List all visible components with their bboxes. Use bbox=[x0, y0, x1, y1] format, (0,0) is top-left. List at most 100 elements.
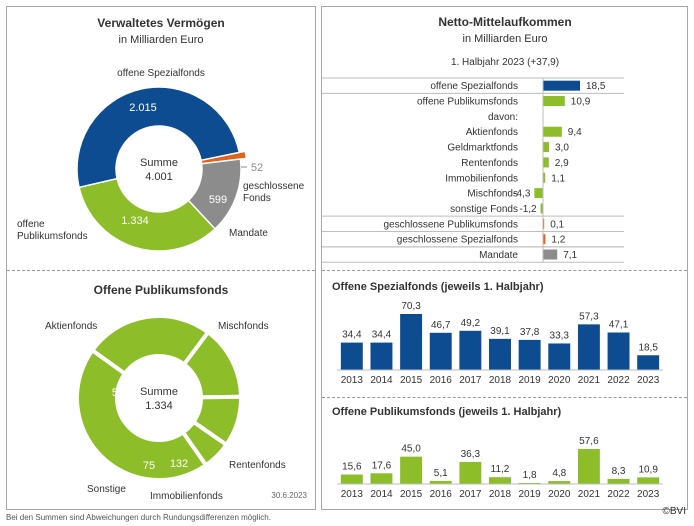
bar-value-label: -1,2 bbox=[519, 204, 537, 215]
x-tick-label: 2015 bbox=[400, 375, 423, 386]
right-charts: Netto-Mittelaufkommen in Milliarden Euro 1… bbox=[322, 15, 663, 500]
x-tick-label: 2017 bbox=[459, 489, 482, 500]
bar-2017 bbox=[459, 461, 482, 484]
slice-category-label: offene Spezialfonds bbox=[117, 68, 205, 79]
bar-sonstige-fonds bbox=[540, 203, 543, 214]
bar-2019 bbox=[518, 339, 541, 370]
x-tick-label: 2013 bbox=[341, 375, 364, 386]
row-label: Geldmarktfonds bbox=[447, 143, 518, 154]
x-tick-label: 2016 bbox=[430, 375, 453, 386]
slice-category-label: Sonstige bbox=[87, 484, 126, 495]
bar-value-label: 2,9 bbox=[555, 158, 569, 169]
row-label: Rentenfonds bbox=[461, 158, 518, 169]
bar-offene-publikumsfonds bbox=[543, 96, 565, 107]
bar-value-label: 10,9 bbox=[571, 97, 591, 108]
x-tick-label: 2018 bbox=[489, 375, 512, 386]
bar-2015 bbox=[400, 314, 423, 370]
footnote: Bei den Summen sind Abweichungen durch R… bbox=[6, 513, 271, 522]
bar-value-label: 17,6 bbox=[372, 460, 392, 471]
slice-value-label: 595 bbox=[112, 387, 130, 399]
row-label: offene Spezialfonds bbox=[430, 81, 518, 92]
bar-value-label: 5,1 bbox=[434, 468, 448, 479]
left-divider bbox=[7, 270, 315, 271]
chart-title: Offene Spezialfonds (jeweils 1. Halbjahr… bbox=[332, 281, 544, 293]
slice-value-label: 52 bbox=[251, 162, 263, 174]
right-panel: Netto-Mittelaufkommen in Milliarden Euro 1… bbox=[321, 6, 688, 510]
row-label: Mandate bbox=[479, 250, 518, 261]
bar-value-label: 47,1 bbox=[609, 319, 629, 330]
bar-2023 bbox=[637, 477, 660, 484]
x-tick-label: 2021 bbox=[578, 375, 601, 386]
x-tick-label: 2023 bbox=[637, 489, 660, 500]
slice-value-label: 599 bbox=[209, 194, 227, 206]
bar-value-label: 34,4 bbox=[372, 330, 392, 341]
bar-mandate bbox=[543, 249, 558, 260]
donut-center-value: 1.334 bbox=[145, 400, 173, 412]
slice-category-label: offene bbox=[17, 219, 45, 230]
x-tick-label: 2013 bbox=[341, 489, 364, 500]
donut-center-value: 4.001 bbox=[145, 171, 173, 183]
bar-geschlossene-spezialfonds bbox=[543, 234, 546, 245]
slice-value-label: 2.015 bbox=[129, 102, 157, 114]
date-label: 30.6.2023 bbox=[271, 491, 307, 500]
bar-value-label: 11,2 bbox=[491, 464, 510, 475]
bar-value-label: 18,5 bbox=[638, 342, 658, 353]
slice-aktienfonds bbox=[75, 347, 209, 482]
bar-geschlossene-publikumsfonds bbox=[543, 218, 545, 229]
slice-offene-spezialfonds bbox=[76, 86, 241, 189]
slice-category-label: Rentenfonds bbox=[229, 460, 286, 471]
bar-value-label: 33,3 bbox=[550, 330, 570, 341]
left-panel: Verwaltetes Vermögen in Milliarden Euro 2.… bbox=[6, 6, 316, 510]
row-label: Mischfonds bbox=[467, 189, 518, 200]
bar-2013 bbox=[340, 342, 363, 370]
bar-2017 bbox=[459, 330, 482, 370]
donut-center-label: Summe bbox=[140, 157, 178, 169]
slice-category-label: geschlossene bbox=[243, 181, 305, 192]
bar-value-label: 46,7 bbox=[431, 320, 451, 331]
row-label: davon: bbox=[488, 112, 518, 123]
bar-value-label: 8,3 bbox=[612, 466, 626, 477]
bar-value-label: 15,6 bbox=[342, 462, 362, 473]
bar-geldmarktfonds bbox=[543, 142, 549, 153]
bar-value-label: 1,8 bbox=[523, 470, 537, 481]
bar-value-label: 10,9 bbox=[638, 464, 658, 475]
bar-value-label: 4,8 bbox=[552, 468, 566, 479]
x-tick-label: 2020 bbox=[548, 375, 571, 386]
slice-category-label: Immobilienfonds bbox=[150, 491, 223, 502]
bar-2016 bbox=[429, 480, 452, 484]
x-tick-label: 2018 bbox=[489, 489, 512, 500]
bar-2018 bbox=[489, 477, 511, 484]
chart-title: Verwaltetes Vermögen bbox=[97, 16, 224, 30]
row-label: Immobilienfonds bbox=[445, 173, 518, 184]
right-divider-2 bbox=[322, 397, 687, 398]
slice-value-label: 75 bbox=[143, 460, 155, 472]
bar-value-label: 37,8 bbox=[520, 327, 540, 338]
bar-2019 bbox=[518, 482, 541, 484]
bar-immobilienfonds bbox=[543, 172, 546, 183]
slice-category-label: Aktienfonds bbox=[45, 321, 97, 332]
copyright-label: ©BVI bbox=[662, 506, 687, 517]
bar-2021 bbox=[577, 324, 600, 370]
bar-2013 bbox=[340, 474, 363, 484]
bar-2015 bbox=[400, 456, 423, 484]
x-tick-label: 2017 bbox=[459, 375, 482, 386]
slice-offene-publikumsfonds bbox=[78, 177, 217, 252]
bar-value-label: 1,2 bbox=[551, 235, 565, 246]
chart-subtitle: in Milliarden Euro bbox=[463, 33, 548, 45]
bar-2018 bbox=[489, 338, 511, 370]
bar-value-label: 18,5 bbox=[586, 81, 606, 92]
bar-value-label: 9,4 bbox=[568, 127, 582, 138]
bar-value-label: 57,3 bbox=[579, 311, 599, 322]
bar-mischfonds bbox=[534, 188, 543, 199]
bar-value-label: 1,1 bbox=[551, 173, 565, 184]
bar-2021 bbox=[577, 449, 600, 484]
x-tick-label: 2015 bbox=[400, 489, 423, 500]
x-tick-label: 2014 bbox=[370, 489, 393, 500]
row-label: sonstige Fonds bbox=[450, 204, 518, 215]
bar-2014 bbox=[370, 473, 393, 484]
bar-value-label: 3,0 bbox=[555, 143, 569, 154]
bar-value-label: 49,2 bbox=[461, 318, 481, 329]
bar-value-label: 0,1 bbox=[550, 219, 564, 230]
x-tick-label: 2014 bbox=[370, 375, 393, 386]
bar-2023 bbox=[637, 355, 660, 370]
